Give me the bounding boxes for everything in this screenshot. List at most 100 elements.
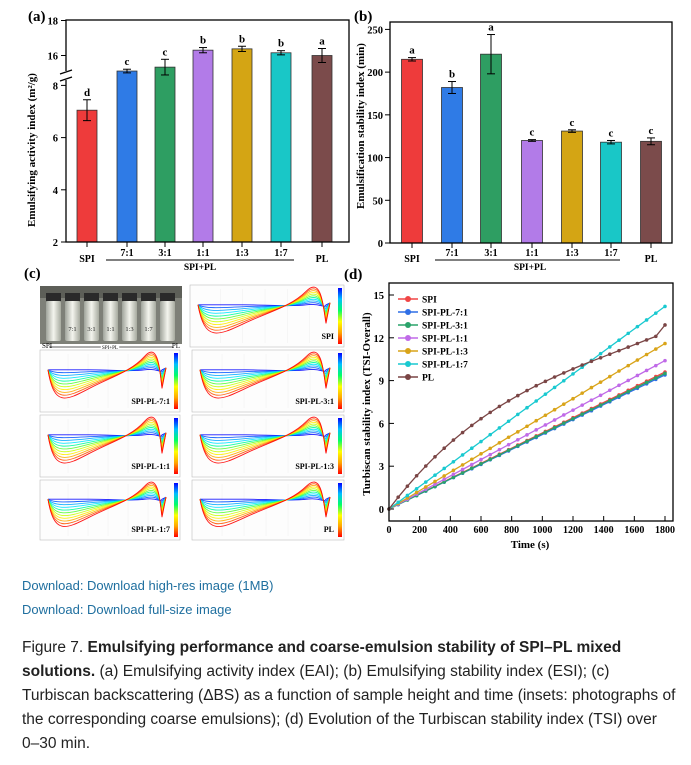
vial-cap bbox=[141, 293, 156, 301]
vial bbox=[160, 301, 175, 341]
panel-a-axis-break bbox=[59, 69, 73, 82]
d-data-point bbox=[497, 404, 502, 409]
d-data-point bbox=[654, 311, 658, 315]
d-xtick-label: 600 bbox=[474, 525, 489, 536]
d-xtick-label: 1200 bbox=[563, 525, 583, 536]
d-data-point bbox=[598, 393, 603, 398]
figure-canvas: (a) Emulsifying activity index (m²/g) 2 4… bbox=[24, 9, 676, 551]
panel-a-bars: d c c b b b a bbox=[76, 33, 333, 243]
d-data-point bbox=[479, 439, 483, 444]
d-data-point bbox=[589, 398, 594, 402]
d-data-point bbox=[414, 473, 419, 478]
a-significance-letter: c bbox=[125, 56, 130, 68]
profile-curve bbox=[197, 286, 331, 334]
d-data-point bbox=[451, 475, 456, 480]
vial bbox=[84, 301, 99, 341]
d-data-point bbox=[571, 408, 575, 412]
profile-curve bbox=[47, 481, 167, 527]
d-data-point bbox=[506, 442, 511, 447]
a-category-label: 3:1 bbox=[158, 248, 171, 259]
d-data-point bbox=[571, 416, 575, 421]
d-data-point bbox=[534, 434, 538, 439]
profile-curve bbox=[199, 481, 331, 527]
d-data-point bbox=[635, 385, 640, 389]
d-data-point bbox=[617, 394, 621, 398]
d-data-point bbox=[635, 341, 640, 346]
panel-d-ticks: 0 200 400 600 800 1000 1200 1400 1600 1800 0 3 6 9 12 1… bbox=[374, 291, 676, 536]
d-data-point bbox=[460, 467, 465, 472]
b-bar bbox=[600, 141, 622, 244]
d-data-point bbox=[654, 376, 658, 380]
legend-swatch-marker bbox=[405, 335, 411, 341]
d-xtick-label: 0 bbox=[387, 525, 392, 536]
d-data-point bbox=[608, 345, 612, 349]
d-data-point bbox=[405, 493, 410, 498]
d-xtick-label: 800 bbox=[504, 525, 519, 536]
d-data-point bbox=[654, 363, 658, 368]
d-data-point bbox=[626, 345, 630, 349]
caption-lead: Figure 7. bbox=[22, 639, 84, 656]
d-data-point bbox=[562, 402, 566, 406]
d-data-point bbox=[543, 430, 548, 435]
panel-d-legend: SPI SPI-PL-7:1 SPI-PL-3:1 SPI-PL-1:1 SPI-PL-… bbox=[398, 296, 468, 384]
vial-cap bbox=[122, 293, 137, 301]
d-data-point bbox=[479, 457, 483, 462]
d-data-point bbox=[589, 359, 594, 364]
d-ytick-label: 9 bbox=[379, 377, 384, 388]
profile-curve bbox=[199, 351, 331, 399]
d-data-point bbox=[414, 486, 419, 491]
download-high-res-link[interactable]: Download: Download high-res image (1MB) bbox=[22, 578, 274, 593]
d-data-point bbox=[433, 482, 437, 487]
caption-title: Emulsifying performance and coarse-emuls… bbox=[22, 639, 622, 680]
d-data-point bbox=[626, 389, 630, 394]
d-data-point bbox=[488, 446, 493, 451]
d-data-point bbox=[424, 464, 428, 468]
d-data-point bbox=[497, 441, 502, 445]
time-colorbar bbox=[174, 353, 178, 409]
b-category-label: 1:1 bbox=[525, 248, 538, 259]
d-xtick-label: 1600 bbox=[624, 525, 644, 536]
b-ytick-label: 150 bbox=[367, 111, 383, 122]
d-ytick-label: 3 bbox=[379, 462, 384, 473]
d-data-point bbox=[451, 459, 456, 464]
d-data-point bbox=[488, 457, 493, 462]
photo-axis-spi: SPI bbox=[42, 342, 53, 350]
d-data-point bbox=[580, 403, 584, 407]
subplot-label: SPI bbox=[322, 332, 334, 341]
d-data-point bbox=[635, 358, 640, 362]
d-ytick-label: 0 bbox=[379, 505, 384, 516]
legend-label: SPI-PL-3:1 bbox=[422, 322, 468, 332]
d-data-point bbox=[608, 398, 612, 403]
d-data-point bbox=[488, 410, 493, 415]
a-significance-letter: d bbox=[84, 87, 90, 99]
d-data-point bbox=[424, 480, 428, 484]
d-data-point bbox=[589, 407, 594, 412]
d-data-point bbox=[516, 430, 520, 434]
b-significance-letter: a bbox=[409, 45, 415, 57]
d-data-point bbox=[488, 432, 493, 437]
d-data-point bbox=[442, 480, 447, 484]
vial bbox=[141, 301, 156, 341]
a-significance-letter: b bbox=[278, 38, 284, 50]
panel-b-label: (b) bbox=[354, 9, 372, 25]
d-data-point bbox=[506, 448, 511, 453]
a-ytick-label: 8 bbox=[53, 81, 58, 92]
panel-a-y-ticks: 2 4 6 8 16 18 bbox=[48, 17, 66, 249]
d-data-point bbox=[516, 438, 520, 442]
d-data-point bbox=[405, 496, 410, 500]
a-bar bbox=[154, 66, 176, 243]
d-data-point bbox=[534, 399, 538, 403]
d-data-point bbox=[626, 378, 630, 383]
a-significance-letter: c bbox=[163, 46, 168, 58]
download-full-size-link[interactable]: Download: Download full-size image bbox=[22, 602, 232, 617]
d-data-point bbox=[571, 367, 575, 371]
d-data-point bbox=[396, 500, 401, 505]
d-data-point bbox=[534, 383, 538, 388]
caption-body: (a) Emulsifying activity index (EAI); (b… bbox=[22, 663, 676, 752]
b-bar bbox=[480, 53, 502, 244]
a-ytick-label: 2 bbox=[53, 238, 58, 249]
panel-a-label: (a) bbox=[28, 9, 46, 25]
b-ytick-label: 250 bbox=[367, 25, 383, 36]
panel-d-y-axis-label: Turbiscan stability index (TSI-Overall) bbox=[361, 312, 373, 496]
a-category-label: 7:1 bbox=[120, 248, 133, 259]
